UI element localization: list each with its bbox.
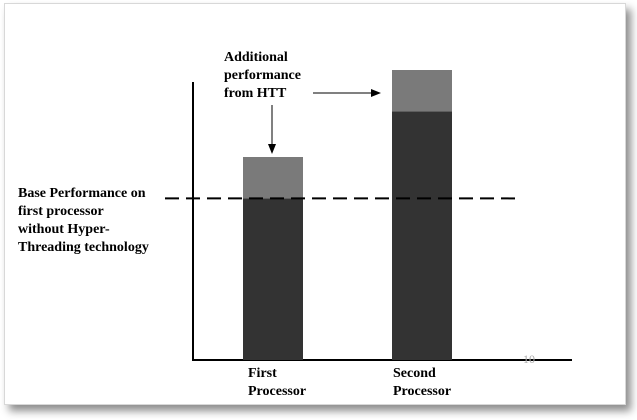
category-label-first-processor: First Processor — [248, 366, 307, 399]
arrow-down-head — [268, 144, 276, 154]
page-number: 10 — [523, 352, 535, 366]
bar-second-processor-base — [392, 111, 452, 360]
bar-first-processor-base — [243, 198, 303, 360]
additional-performance-annotation: Additional performance from HTT — [224, 50, 301, 101]
bar-first-processor-htt — [243, 157, 303, 199]
base-performance-annotation: Base Performance on first processor with… — [18, 186, 149, 255]
slide — [4, 3, 626, 405]
arrow-right-head — [371, 89, 381, 97]
category-label-second-processor: Second Processor — [393, 366, 452, 399]
bar-second-processor-htt — [392, 70, 452, 112]
